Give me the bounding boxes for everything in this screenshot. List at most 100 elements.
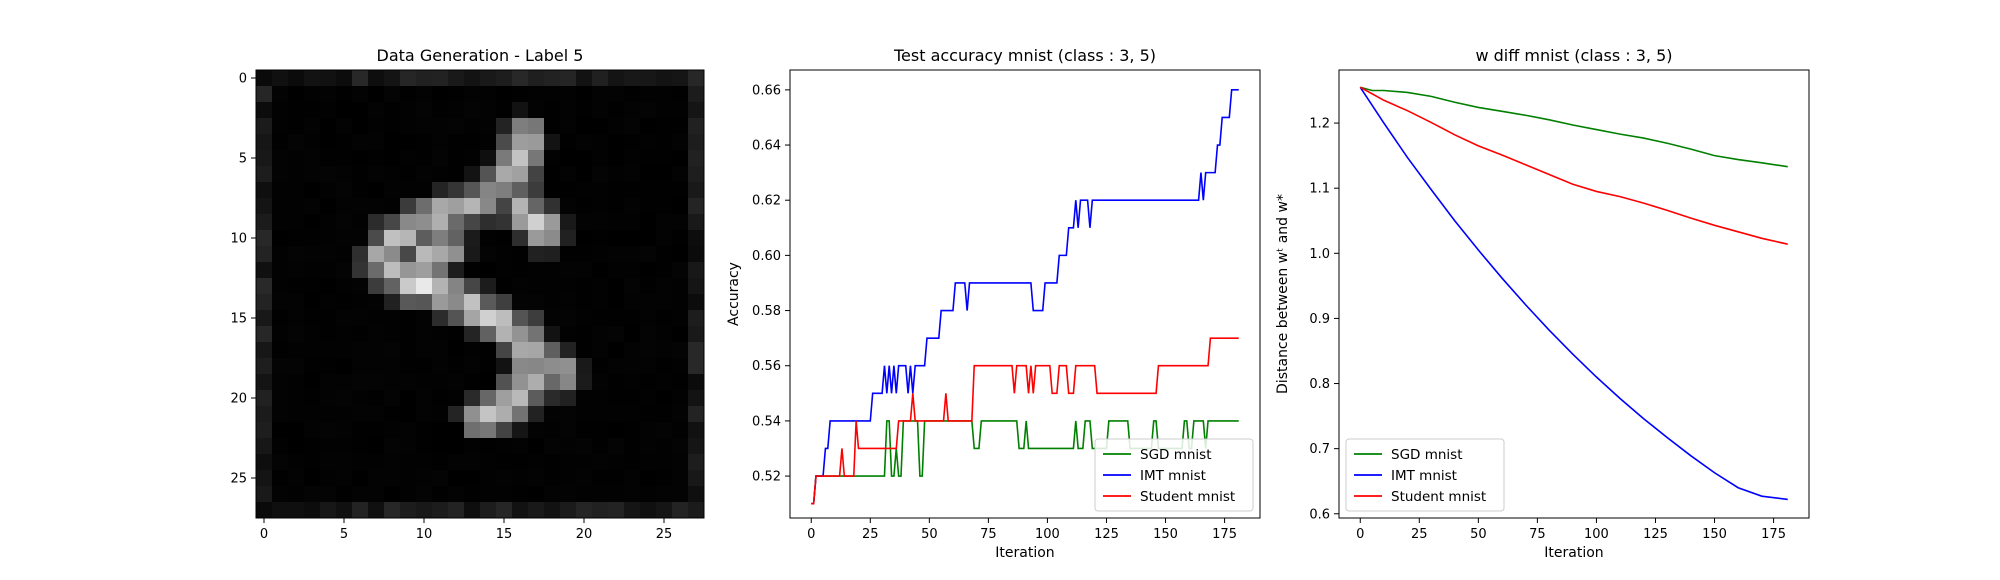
pixel-cell bbox=[544, 134, 561, 151]
pixel-cell bbox=[592, 278, 609, 295]
pixel-cell bbox=[688, 486, 705, 503]
pixel-cell bbox=[432, 470, 449, 487]
pixel-cell bbox=[496, 166, 513, 183]
pixel-cell bbox=[448, 102, 465, 119]
pixel-cell bbox=[512, 342, 529, 359]
pixel-cell bbox=[624, 70, 641, 87]
pixel-cell bbox=[288, 310, 305, 327]
pixel-cell bbox=[544, 102, 561, 119]
pixel-cell bbox=[304, 406, 321, 423]
pixel-cell bbox=[400, 246, 417, 263]
pixel-cell bbox=[656, 198, 673, 215]
pixel-cell bbox=[688, 502, 705, 519]
pixel-cell bbox=[576, 422, 593, 439]
pixel-cell bbox=[256, 406, 273, 423]
pixel-cell bbox=[624, 134, 641, 151]
pixel-cell bbox=[336, 278, 353, 295]
pixel-cell bbox=[480, 438, 497, 455]
pixel-cell bbox=[432, 486, 449, 503]
pixel-cell bbox=[512, 246, 529, 263]
pixel-cell bbox=[320, 182, 337, 199]
pixel-cell bbox=[608, 198, 625, 215]
pixel-cell bbox=[416, 278, 433, 295]
pixel-cell bbox=[544, 294, 561, 311]
pixel-cell bbox=[640, 310, 657, 327]
pixel-cell bbox=[288, 182, 305, 199]
pixel-cell bbox=[368, 278, 385, 295]
x-axis-label: Iteration bbox=[995, 545, 1054, 561]
pixel-cell bbox=[272, 358, 289, 375]
pixel-cell bbox=[272, 198, 289, 215]
pixel-cell bbox=[608, 214, 625, 231]
pixel-cell bbox=[416, 406, 433, 423]
pixel-cell bbox=[656, 230, 673, 247]
pixel-cell bbox=[448, 118, 465, 135]
pixel-cell bbox=[432, 422, 449, 439]
pixel-cell bbox=[640, 470, 657, 487]
pixel-cell bbox=[688, 118, 705, 135]
pixel-cell bbox=[448, 358, 465, 375]
pixel-cell bbox=[560, 326, 577, 343]
series-line-2 bbox=[1359, 86, 1788, 245]
pixel-cell bbox=[400, 422, 417, 439]
pixel-cell bbox=[304, 86, 321, 103]
pixel-cell bbox=[320, 438, 337, 455]
pixel-cell bbox=[560, 438, 577, 455]
pixel-cell bbox=[496, 406, 513, 423]
legend-label: Student mnist bbox=[1391, 489, 1486, 505]
pixel-cell bbox=[432, 198, 449, 215]
pixel-cell bbox=[496, 326, 513, 343]
pixel-cell bbox=[288, 278, 305, 295]
pixel-cell bbox=[576, 182, 593, 199]
pixel-cell bbox=[624, 294, 641, 311]
pixel-cell bbox=[496, 102, 513, 119]
pixel-cell bbox=[416, 502, 433, 519]
pixel-cell bbox=[688, 294, 705, 311]
pixel-cell bbox=[288, 342, 305, 359]
pixel-cell bbox=[400, 214, 417, 231]
y-tick-label: 0.60 bbox=[752, 249, 781, 264]
pixel-cell bbox=[304, 502, 321, 519]
pixel-cell bbox=[448, 214, 465, 231]
pixel-cell bbox=[464, 150, 481, 167]
pixel-cell bbox=[688, 134, 705, 151]
pixel-cell bbox=[400, 198, 417, 215]
pixel-cell bbox=[288, 70, 305, 87]
x-tick-label: 100 bbox=[1584, 527, 1609, 542]
pixel-cell bbox=[384, 262, 401, 279]
pixel-cell bbox=[480, 390, 497, 407]
pixel-cell bbox=[496, 278, 513, 295]
pixel-cell bbox=[672, 438, 689, 455]
pixel-cell bbox=[432, 150, 449, 167]
pixel-cell bbox=[400, 294, 417, 311]
legend-label: SGD mnist bbox=[1391, 447, 1463, 463]
pixel-cell bbox=[544, 70, 561, 87]
pixel-cell bbox=[320, 470, 337, 487]
pixel-cell bbox=[352, 310, 369, 327]
pixel-cell bbox=[304, 214, 321, 231]
pixel-cell bbox=[368, 438, 385, 455]
pixel-cell bbox=[272, 118, 289, 135]
pixel-cell bbox=[496, 470, 513, 487]
pixel-cell bbox=[352, 278, 369, 295]
pixel-cell bbox=[400, 102, 417, 119]
pixel-cell bbox=[400, 134, 417, 151]
pixel-cell bbox=[272, 390, 289, 407]
series-line-1 bbox=[811, 89, 1239, 505]
pixel-cell bbox=[672, 502, 689, 519]
pixel-cell bbox=[304, 198, 321, 215]
pixel-cell bbox=[512, 102, 529, 119]
pixel-cell bbox=[656, 134, 673, 151]
pixel-cell bbox=[384, 438, 401, 455]
pixel-cell bbox=[336, 310, 353, 327]
pixel-cell bbox=[336, 326, 353, 343]
pixel-cell bbox=[336, 374, 353, 391]
pixel-cell bbox=[544, 262, 561, 279]
pixel-cell bbox=[496, 150, 513, 167]
pixel-cell bbox=[576, 326, 593, 343]
pixel-cell bbox=[448, 294, 465, 311]
pixel-cell bbox=[672, 310, 689, 327]
pixel-cell bbox=[304, 294, 321, 311]
pixel-cell bbox=[592, 230, 609, 247]
x-tick-label: 150 bbox=[1702, 527, 1727, 542]
